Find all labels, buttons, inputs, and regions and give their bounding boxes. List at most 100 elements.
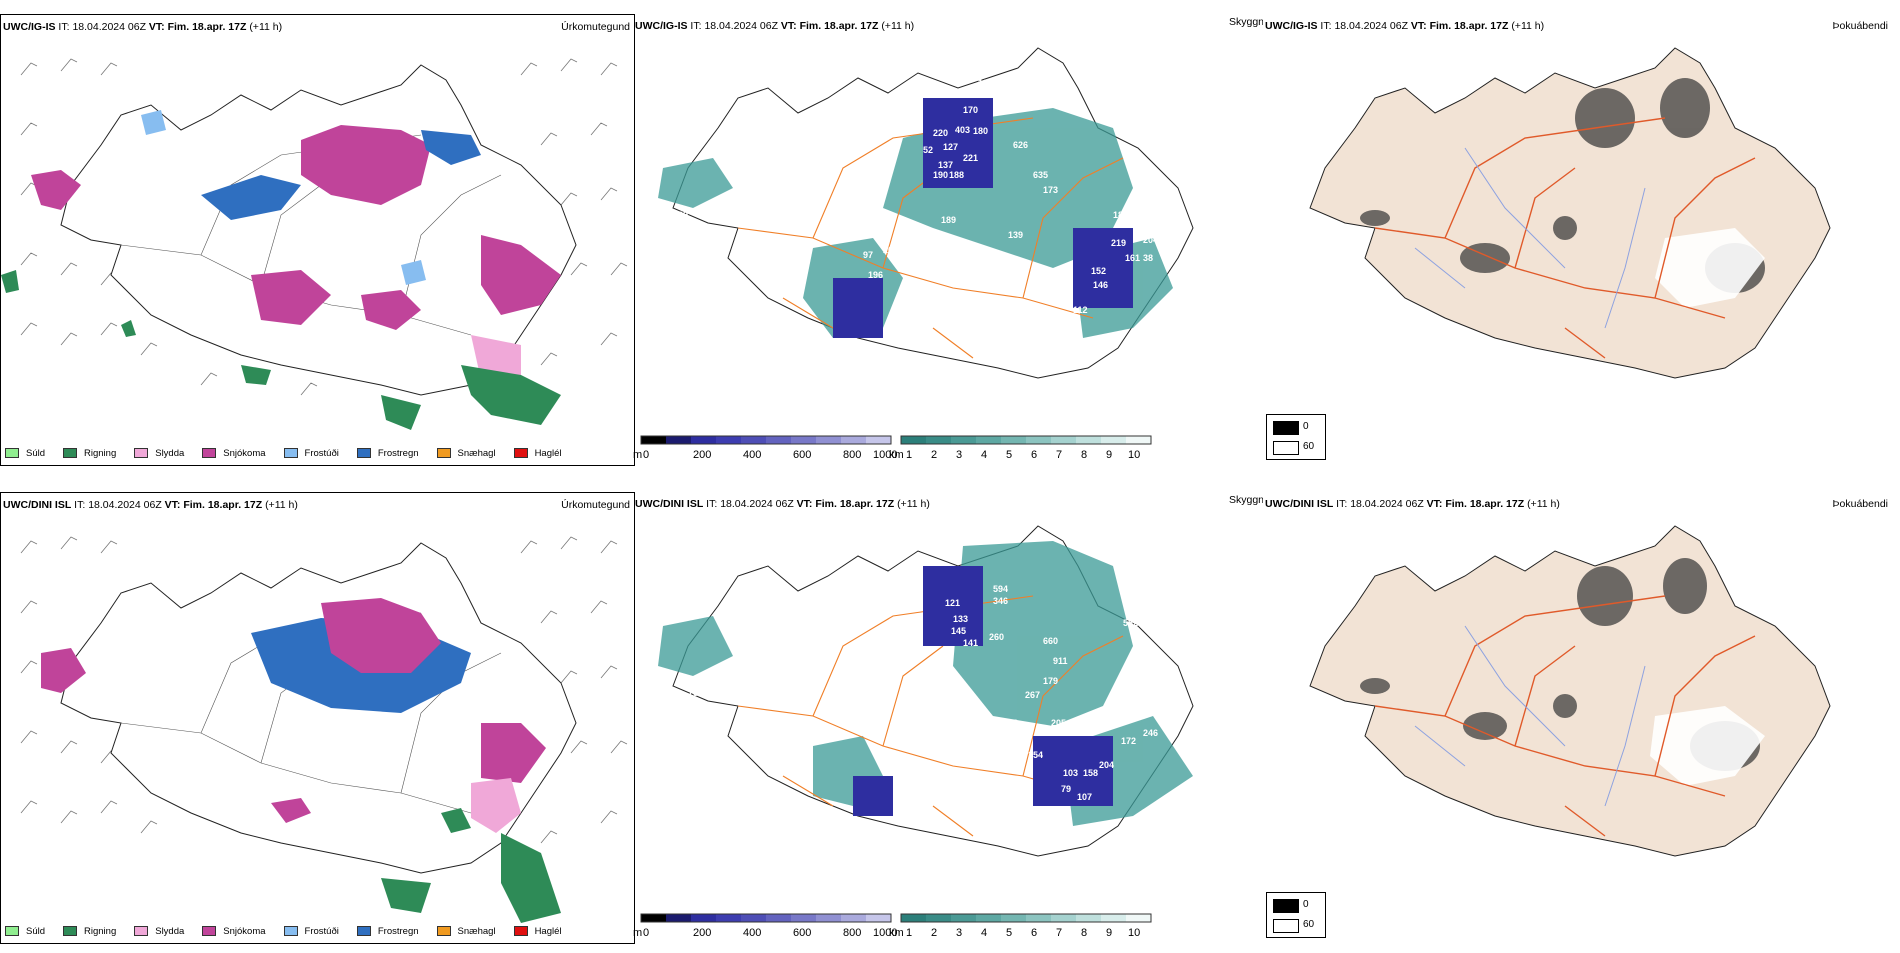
cloud-label: 154	[1028, 750, 1043, 760]
scale-unit: km	[889, 927, 904, 939]
scale-tick: 9	[1106, 927, 1112, 939]
scale-ticks: m 0 200 400 600 800 1000 km 1 2 3 4 5 6 …	[633, 927, 1140, 939]
legend-item: Frostúði	[283, 448, 339, 459]
fog-legend-bottom: 60	[1303, 441, 1315, 452]
cloud-label: 260	[989, 632, 1004, 642]
cloud-label: 189	[941, 215, 956, 225]
cloud-label: 219	[1111, 238, 1126, 248]
cloud-label: 133	[953, 614, 968, 624]
iceland-land	[1309, 525, 1831, 857]
fog-panel: UWC/IG-IS IT: 18.04.2024 06Z VT: Fim. 18…	[1265, 14, 1900, 464]
cloud-label: 660	[1043, 636, 1058, 646]
legend-item: Snjókoma	[202, 448, 266, 459]
panel-title: UWC/IG-IS IT: 18.04.2024 06Z VT: Fim. 18…	[3, 21, 283, 33]
legend-item: Snæhagl	[436, 926, 496, 937]
scale-unit: m	[633, 927, 642, 939]
cloud-label: 183	[1143, 220, 1158, 230]
legend-item: Rigning	[63, 448, 116, 459]
road-network	[737, 595, 1124, 837]
scale-tick: 1000	[873, 927, 897, 939]
scale-tick: 2	[931, 449, 937, 461]
cloud-label: 137	[938, 160, 953, 170]
fog-clear-areas	[1655, 228, 1765, 308]
cloud-label: 911	[1053, 656, 1068, 666]
param-name: Úrkomutegund	[561, 499, 630, 511]
cloud-label: 403	[955, 125, 970, 135]
low-cloud-areas	[833, 98, 1133, 338]
scale-tick: 1	[906, 927, 912, 939]
cloud-label: 202	[1003, 718, 1018, 728]
scale-tick: 7	[1056, 449, 1062, 461]
snow-areas	[41, 598, 546, 823]
cloud-visibility-panel: UWC/DINI ISL IT: 18.04.2024 06Z VT: Fim.…	[633, 492, 1263, 942]
cloud-base-labels: 594 346 121 133 145 141 260 660 582 911 …	[688, 584, 1158, 828]
scale-tick: 8	[1081, 927, 1087, 939]
cloud-label: 220	[933, 128, 948, 138]
scale-tick: 600	[793, 449, 811, 461]
cloud-label: 204	[1099, 760, 1114, 770]
legend-item: Rigning	[63, 926, 116, 937]
cloud-label: 38	[1143, 253, 1153, 263]
scale-tick: 6	[1031, 449, 1037, 461]
fog-dark-areas	[1360, 558, 1760, 771]
cloud-label: 170	[963, 105, 978, 115]
cloud-label: 146	[1093, 280, 1108, 290]
cloud-label: 346	[993, 596, 1008, 606]
cloud-label: 145	[951, 626, 966, 636]
rivers	[1414, 625, 1646, 807]
scale-ticks: m 0 200 400 600 800 1000 km 1 2 3 4 5 6 …	[633, 449, 1140, 461]
fog-legend-top: 0	[1303, 899, 1309, 910]
fog-legend-light	[1273, 441, 1299, 455]
fog-panel: UWC/DINI ISL IT: 18.04.2024 06Z VT: Fim.…	[1265, 492, 1900, 942]
cloud-base-scale	[640, 435, 892, 445]
cloud-label: 582	[1123, 618, 1138, 628]
cloud-label: 107	[1077, 792, 1092, 802]
panel-title: UWC/IG-IS IT: 18.04.2024 06Z VT: Fim. 18…	[635, 20, 915, 32]
cloud-label: 133	[901, 312, 916, 322]
scale-tick: 10	[1128, 449, 1140, 461]
cloud-label: 172	[1121, 736, 1136, 746]
scale-bars: m 0 200 400 600 800 1000 km 1 2 3 4 5 6 …	[633, 435, 1152, 461]
cloud-label: 112	[1073, 305, 1088, 315]
param-name: Þokuábendi	[1832, 498, 1888, 510]
cloud-label: 188	[949, 170, 964, 180]
forecast-row-dini: UWC/DINI ISL IT: 18.04.2024 06Z VT: Fim.…	[0, 478, 1900, 953]
cloud-label: 173	[1043, 185, 1058, 195]
scale-tick: 5	[1006, 449, 1012, 461]
param-name: Skyggni	[1229, 16, 1263, 28]
legend-item: Frostregn	[356, 448, 419, 459]
cloud-label: 60	[908, 818, 918, 828]
cloud-map: 132 220 403 170 180 626 361 52 127 221 1…	[658, 47, 1194, 379]
scale-tick: 600	[793, 927, 811, 939]
panel-title: UWC/DINI ISL IT: 18.04.2024 06Z VT: Fim.…	[635, 498, 930, 510]
cloud-label: 127	[943, 142, 958, 152]
cloud-label: 204	[1143, 235, 1158, 245]
road-network	[737, 117, 1124, 359]
cloud-label: 221	[963, 153, 978, 163]
scale-tick: 5	[1006, 927, 1012, 939]
cloud-label: 205	[1051, 718, 1066, 728]
fog-legend-dark	[1273, 899, 1299, 913]
scale-tick: 0	[643, 449, 649, 461]
freezing-rain-areas	[201, 130, 481, 220]
legend-item: Frostregn	[356, 926, 419, 937]
scale-tick: 1000	[873, 449, 897, 461]
scale-tick: 10	[1128, 927, 1140, 939]
iceland-land	[1309, 47, 1831, 379]
cloud-label: 513	[873, 225, 888, 235]
cloud-label: 635	[1033, 170, 1048, 180]
cloud-label: 187	[1113, 210, 1128, 220]
cloud-label: 59	[926, 342, 936, 352]
cloud-label: 804	[881, 678, 896, 688]
cloud-label: 79	[925, 816, 935, 826]
cloud-label: 626	[1013, 140, 1028, 150]
cloud-label: 361	[1118, 110, 1133, 120]
scale-tick: 8	[1081, 449, 1087, 461]
cloud-label: 52	[923, 145, 933, 155]
precip-legend: Súld Rigning Slydda Snjókoma Frostúði Fr…	[1, 919, 634, 943]
legend-item: Slydda	[134, 926, 184, 937]
scale-tick: 800	[843, 927, 861, 939]
cloud-label: 132	[978, 78, 993, 88]
cloud-label: 139	[1008, 230, 1023, 240]
cloud-label: 180	[973, 126, 988, 136]
